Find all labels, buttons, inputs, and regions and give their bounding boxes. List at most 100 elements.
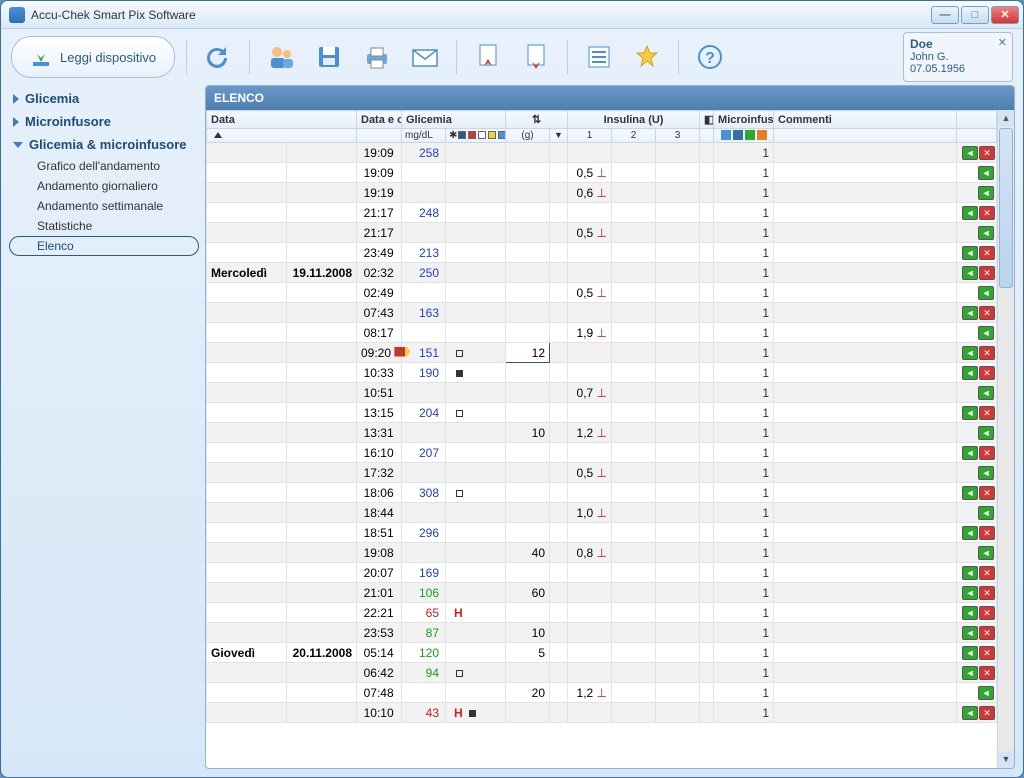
table-row[interactable]: 18:44 1,0 ⊥1◄ <box>207 503 997 523</box>
favorite-icon[interactable] <box>627 37 667 77</box>
accept-icon[interactable]: ◄ <box>962 206 978 220</box>
undo-icon[interactable] <box>198 37 238 77</box>
table-row[interactable]: Mercoledì19.11.200802:32 2501◄✕ <box>207 263 997 283</box>
delete-icon[interactable]: ✕ <box>979 646 995 660</box>
accept-icon[interactable]: ◄ <box>962 346 978 360</box>
import-icon[interactable] <box>468 37 508 77</box>
col-glicemia[interactable]: Glicemia <box>402 111 506 129</box>
sidebar-subitem-grafico[interactable]: Grafico dell'andamento <box>9 156 199 176</box>
delete-icon[interactable]: ✕ <box>979 566 995 580</box>
delete-icon[interactable]: ✕ <box>979 346 995 360</box>
accept-icon[interactable]: ◄ <box>962 526 978 540</box>
delete-icon[interactable]: ✕ <box>979 266 995 280</box>
minimize-button[interactable]: — <box>931 6 959 24</box>
table-row[interactable]: 10:51 0,7 ⊥1◄ <box>207 383 997 403</box>
table-row[interactable]: 13:15 2041◄✕ <box>207 403 997 423</box>
accept-icon[interactable]: ◄ <box>962 246 978 260</box>
read-device-button[interactable]: Leggi dispositivo <box>11 36 175 78</box>
delete-icon[interactable]: ✕ <box>979 206 995 220</box>
sidebar-subitem-statistiche[interactable]: Statistiche <box>9 216 199 236</box>
scroll-down-icon[interactable]: ▼ <box>998 751 1014 768</box>
table-row[interactable]: 19:19 0,6 ⊥1◄ <box>207 183 997 203</box>
list-settings-icon[interactable] <box>579 37 619 77</box>
users-icon[interactable] <box>261 37 301 77</box>
subhead-ins2[interactable]: 2 <box>612 129 656 143</box>
table-row[interactable]: 22:21 65H1◄✕ <box>207 603 997 623</box>
table-row[interactable]: 06:42 941◄✕ <box>207 663 997 683</box>
accept-icon[interactable]: ◄ <box>978 506 994 520</box>
accept-icon[interactable]: ◄ <box>978 426 994 440</box>
patient-panel[interactable]: ✕ Doe John G. 07.05.1956 <box>903 32 1013 82</box>
accept-icon[interactable]: ◄ <box>978 466 994 480</box>
table-row[interactable]: 21:17 2481◄✕ <box>207 203 997 223</box>
accept-icon[interactable]: ◄ <box>978 386 994 400</box>
col-data-ora[interactable]: Data e ora <box>357 111 402 129</box>
table-row[interactable]: 07:43 1631◄✕ <box>207 303 997 323</box>
subhead-dropdown[interactable]: ▼ <box>550 129 568 143</box>
accept-icon[interactable]: ◄ <box>978 226 994 240</box>
accept-icon[interactable]: ◄ <box>962 706 978 720</box>
accept-icon[interactable]: ◄ <box>962 586 978 600</box>
delete-icon[interactable]: ✕ <box>979 706 995 720</box>
table-row[interactable]: 17:32 0,5 ⊥1◄ <box>207 463 997 483</box>
subhead-ins3[interactable]: 3 <box>656 129 700 143</box>
col-data[interactable]: Data <box>207 111 357 129</box>
help-icon[interactable]: ? <box>690 37 730 77</box>
sidebar-subitem-settimanale[interactable]: Andamento settimanale <box>9 196 199 216</box>
vertical-scrollbar[interactable]: ▲ ▼ <box>997 110 1014 768</box>
accept-icon[interactable]: ◄ <box>962 666 978 680</box>
maximize-button[interactable]: □ <box>961 6 989 24</box>
accept-icon[interactable]: ◄ <box>978 546 994 560</box>
print-icon[interactable] <box>357 37 397 77</box>
accept-icon[interactable]: ◄ <box>962 266 978 280</box>
table-row[interactable]: 16:10 2071◄✕ <box>207 443 997 463</box>
patient-close-icon[interactable]: ✕ <box>998 36 1007 49</box>
table-row[interactable]: 02:49 0,5 ⊥1◄ <box>207 283 997 303</box>
table-row[interactable]: 21:17 0,5 ⊥1◄ <box>207 223 997 243</box>
col-microinfus-icon[interactable]: ◧ <box>700 111 714 129</box>
table-row[interactable]: 18:06 3081◄✕ <box>207 483 997 503</box>
sidebar-subitem-giornaliero[interactable]: Andamento giornaliero <box>9 176 199 196</box>
table-row[interactable]: 10:33 1901◄✕ <box>207 363 997 383</box>
export-icon[interactable] <box>516 37 556 77</box>
sidebar-item-glicemia-microinfusore[interactable]: Glicemia & microinfusore <box>9 133 199 156</box>
table-row[interactable]: 18:51 2961◄✕ <box>207 523 997 543</box>
table-row[interactable]: 10:10 43H1◄✕ <box>207 703 997 723</box>
table-row[interactable]: 19:09 0,5 ⊥1◄ <box>207 163 997 183</box>
delete-icon[interactable]: ✕ <box>979 526 995 540</box>
accept-icon[interactable]: ◄ <box>978 326 994 340</box>
table-row[interactable]: 23:53 87101◄✕ <box>207 623 997 643</box>
delete-icon[interactable]: ✕ <box>979 486 995 500</box>
table-row[interactable]: 23:49 2131◄✕ <box>207 243 997 263</box>
accept-icon[interactable]: ◄ <box>978 686 994 700</box>
delete-icon[interactable]: ✕ <box>979 586 995 600</box>
table-row[interactable]: 13:31 101,2 ⊥1◄ <box>207 423 997 443</box>
delete-icon[interactable]: ✕ <box>979 626 995 640</box>
sidebar-item-microinfusore[interactable]: Microinfusore <box>9 110 199 133</box>
accept-icon[interactable]: ◄ <box>962 646 978 660</box>
delete-icon[interactable]: ✕ <box>979 606 995 620</box>
delete-icon[interactable]: ✕ <box>979 146 995 160</box>
sidebar-subitem-elenco[interactable]: Elenco <box>9 236 199 256</box>
sidebar-item-glicemia[interactable]: Glicemia <box>9 87 199 110</box>
accept-icon[interactable]: ◄ <box>962 306 978 320</box>
table-row[interactable]: 20:07 1691◄✕ <box>207 563 997 583</box>
table-row[interactable]: 19:09 2581◄✕ <box>207 143 997 163</box>
delete-icon[interactable]: ✕ <box>979 446 995 460</box>
delete-icon[interactable]: ✕ <box>979 306 995 320</box>
table-row[interactable]: 19:08 400,8 ⊥1◄ <box>207 543 997 563</box>
table-row[interactable]: 21:01 106601◄✕ <box>207 583 997 603</box>
accept-icon[interactable]: ◄ <box>978 166 994 180</box>
delete-icon[interactable]: ✕ <box>979 366 995 380</box>
subhead-ins1[interactable]: 1 <box>568 129 612 143</box>
scrollbar-thumb[interactable] <box>999 128 1013 288</box>
scroll-up-icon[interactable]: ▲ <box>998 110 1014 127</box>
col-commenti[interactable]: Commenti <box>774 111 957 129</box>
cell-carb[interactable]: 12 <box>506 343 550 363</box>
accept-icon[interactable]: ◄ <box>978 286 994 300</box>
delete-icon[interactable]: ✕ <box>979 246 995 260</box>
delete-icon[interactable]: ✕ <box>979 666 995 680</box>
accept-icon[interactable]: ◄ <box>962 486 978 500</box>
col-microinfus[interactable]: Microinfus <box>714 111 774 129</box>
table-row[interactable]: 09:20 151121◄✕ <box>207 343 997 363</box>
